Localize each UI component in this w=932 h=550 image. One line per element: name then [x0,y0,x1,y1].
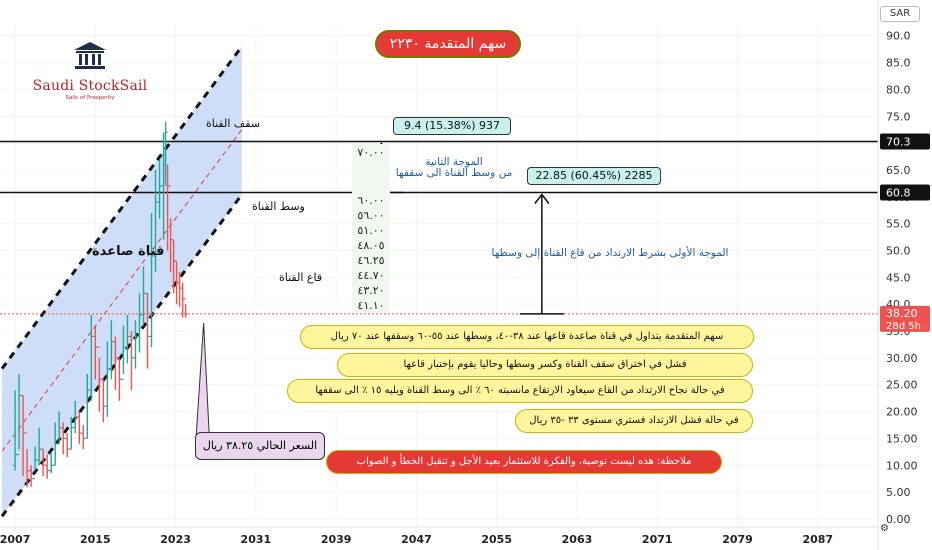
level-badge [880,133,930,150]
channel-middle-line [1,129,243,452]
level-item: ٤٦.٢٥ [357,254,385,267]
y-tick-label: 25.00 [886,379,918,392]
chart-title: سهم المتقدمة ٢٢٣٠ [375,30,521,58]
y-tick-label: 10.00 [886,459,918,472]
level-item: ٥٦.٠٠ [357,209,385,222]
note-2: فشل في اختراق سقف القناة وكسر وسطها وحال… [337,353,753,377]
x-tick-label: 2023 [160,533,191,546]
channel-main-label: قناة صاعدة [92,244,165,259]
note-1: سهم المتقدمة يتداول في قناة صاعدة قاعها … [300,325,754,349]
wave1-measure-box: 22.85 (60.45%) 2285 [527,167,661,185]
wave2-label: الموجة الثانية من وسط القناة الى سقفها [388,157,520,179]
channel-bottom-line [0,193,244,518]
wave2-measure-box: 9.4 (15.38%) 937 [393,117,511,135]
bank-building-icon [74,42,106,69]
x-tick-label: 2079 [722,533,753,546]
level-item: ٤٣.٢٠ [357,284,385,297]
channel-top-line [0,45,244,370]
channel-fill [2,46,242,517]
levels-list: ٧٠.٠٠ ٦٠.٠٠ ٥٦.٠٠ ٥١.٠٠ ٤٨.٠٥ ٤٦.٢٥ ٤٤.٧٠ ٤٣.٢٠… [352,144,390,312]
y-tick-label: 65.0 [886,164,911,177]
y-tick-label: 80.0 [886,83,911,96]
level-badge-value: 70.3 [886,136,911,149]
wave2-label-line1: الموجة الثانية [425,156,483,168]
x-tick-label: 2087 [802,533,833,546]
x-tick-label: 2063 [562,533,593,546]
y-axis-panel [878,0,932,550]
wave2-label-line2: من وسط القناة الى سقفها [395,167,513,179]
countdown-label: 28d 5h [886,321,921,332]
x-tick-label: 2031 [241,533,272,546]
logo-name: Saudi StockSail [32,78,148,94]
level-item: ٦٠.٠٠ [357,194,385,207]
current-price-badge [880,305,930,332]
note-4: في حالة فشل الارتداد فستري مستوى ٣٣ -٣٥ … [515,409,753,433]
y-tick-label: 20.00 [886,406,918,419]
y-tick-label: 55.0 [886,218,911,231]
x-tick-label: 2039 [321,533,352,546]
wave1-arrow-head [534,193,550,204]
y-axis[interactable]: 90.085.080.075.070.065.060.055.050.045.0… [877,0,932,550]
channel-top-label: سقف القناة [206,117,261,130]
current-price-pointer [195,322,211,445]
level-item: ٥١.٠٠ [357,224,385,237]
x-tick-label: 2047 [401,533,432,546]
y-tick-label: 90.0 [886,30,911,43]
x-axis[interactable]: 2007 2015 2023 2031 2039 2047 2055 2063 2071 2079… [0,526,878,546]
y-tick-label: 30.00 [886,352,918,365]
x-tick-label: 2015 [80,533,111,546]
wave1-label: الموجة الأولى بشرط الارتداد من قاع القنا… [491,247,729,259]
candles-layer [13,121,188,487]
y-tick-label: 50.0 [886,244,911,257]
note-3: في حالة نجاح الارتداد من القاع سيعاود ال… [287,379,753,403]
x-tick-label: 2071 [642,533,673,546]
y-tick-label: 45.0 [886,271,911,284]
y-tick-label: 85.0 [886,57,911,70]
y-tick-label: 75.0 [886,110,911,123]
y-tick-label: 15.00 [886,432,918,445]
level-badge-value: 60.8 [886,187,911,200]
x-tick-label: 2007 [0,533,30,546]
channel-middle-label: وسط القناة [252,200,305,213]
channel-layer [0,45,244,518]
current-price-value: 38.20 [886,307,918,320]
horizontal-lines-layer [0,140,878,315]
level-item: ٧٠.٠٠ [357,146,385,159]
level-item: ٤٤.٧٠ [357,269,385,282]
axis-settings-icon[interactable]: ⚙ [880,523,889,534]
logo: Saudi StockSail Sails of Prosperity [20,40,160,101]
y-tick-label: 5.00 [886,486,911,499]
level-item: ٤١.١٠ [357,299,385,312]
note-5: ملاحظة: هذه ليست توصية، والفكرة للاستثما… [326,450,722,474]
logo-tagline: Sails of Prosperity [65,95,115,101]
x-tick-label: 2055 [481,533,512,546]
y-tick-label: 0.00 [886,513,911,526]
wave-arrows-layer [195,142,564,445]
level-badge [880,184,930,201]
level-item: ٤٨.٠٥ [357,239,385,252]
channel-bottom-label: قاع القناة [279,271,323,284]
currency-label[interactable]: SAR [880,6,920,22]
current-price-box: السعر الحالي ٣٨.٢٥ ريال [195,432,325,460]
